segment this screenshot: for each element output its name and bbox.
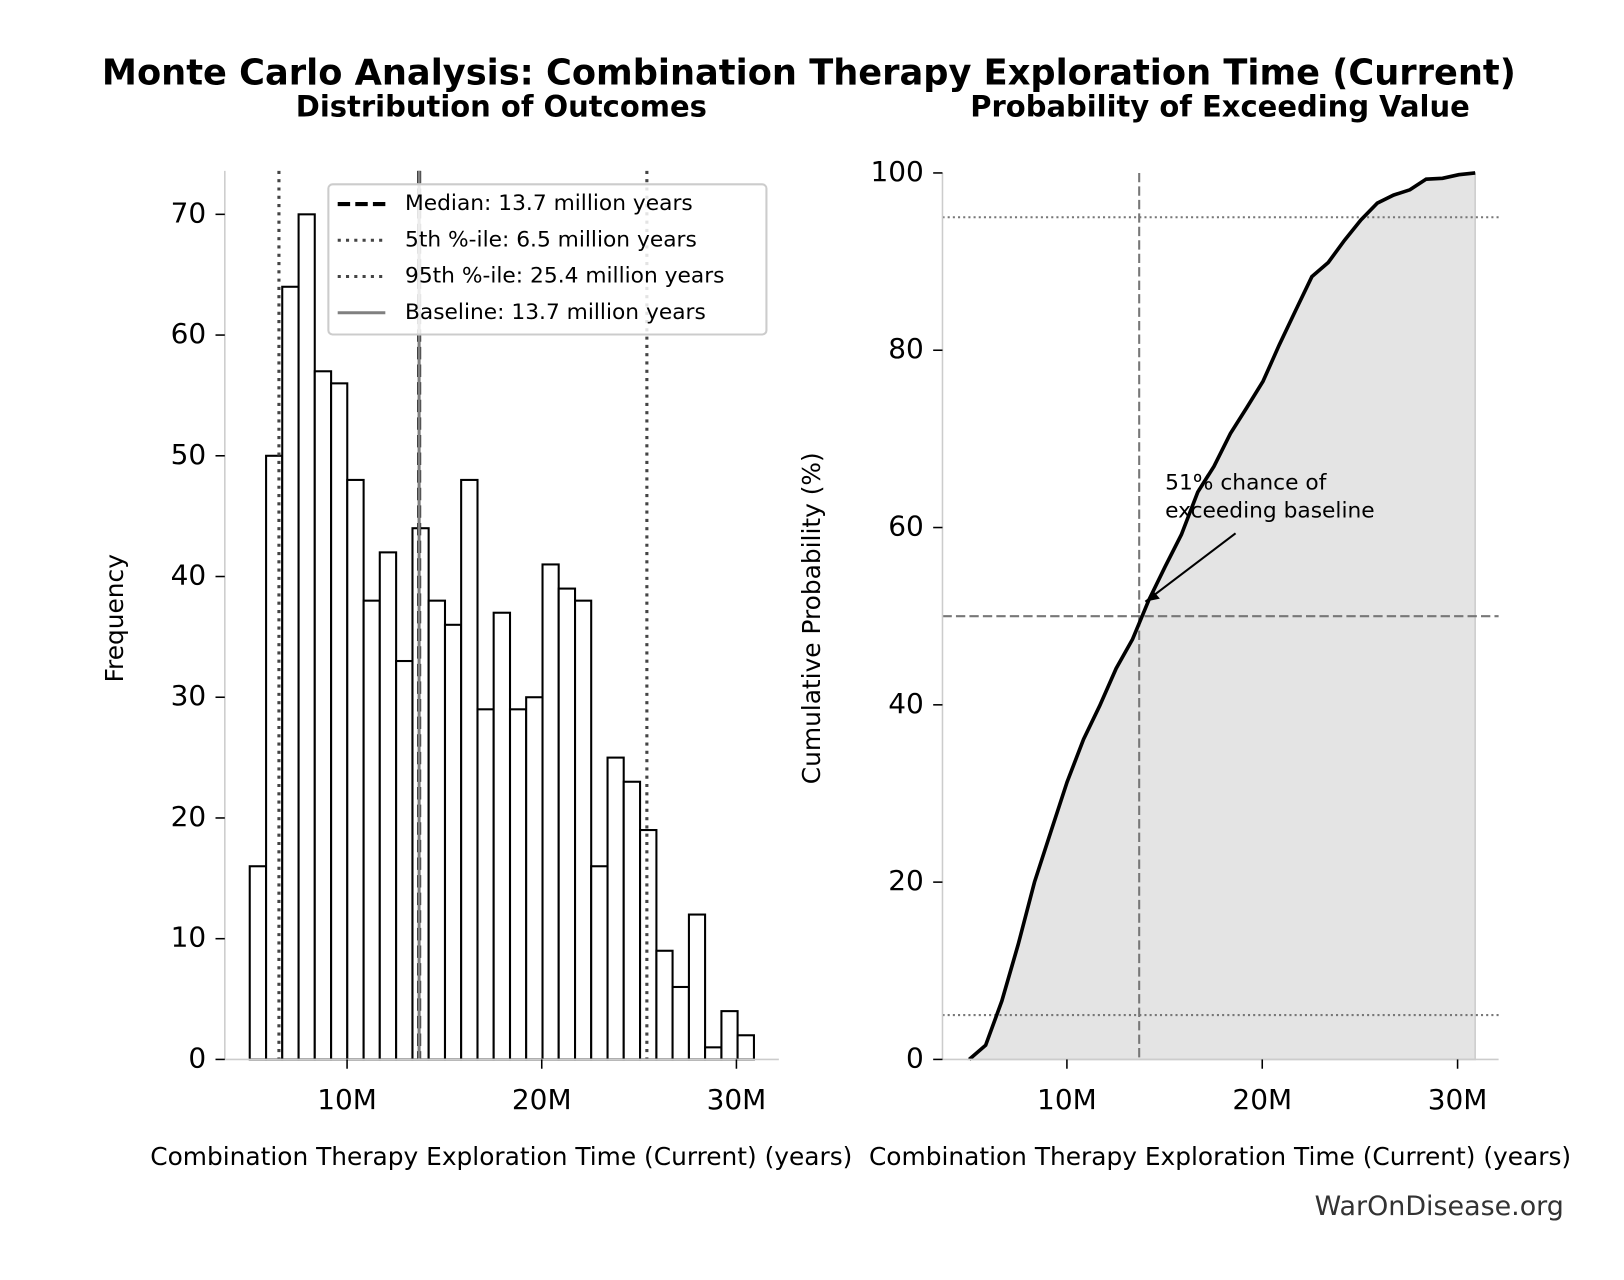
subplot-title: Distribution of Outcomes <box>296 90 707 124</box>
histogram-bar <box>687 913 707 1061</box>
y-axis-label: Cumulative Probability (%) <box>797 452 826 784</box>
figure-title: Monte Carlo Analysis: Combination Therap… <box>102 53 1516 94</box>
histogram-bar <box>541 563 560 1061</box>
y-tick-label: 0 <box>188 1041 206 1074</box>
y-tick-label: 0 <box>906 1041 924 1074</box>
arrow-head <box>1145 591 1160 602</box>
legend-box <box>327 183 768 336</box>
annotation-arrow <box>1144 532 1237 603</box>
histogram-bar <box>574 599 593 1061</box>
histogram-bar <box>443 623 463 1061</box>
x-tick-label: 10M <box>317 1083 377 1116</box>
x-tick-label: 20M <box>512 1083 572 1116</box>
legend-label: 95th %-ile: 25.4 million years <box>405 264 724 289</box>
y-tick-label: 50 <box>171 438 207 471</box>
histogram-bar <box>460 478 479 1061</box>
histogram-bar <box>492 611 512 1061</box>
histogram-bar <box>313 370 333 1061</box>
histogram-bar <box>525 696 544 1061</box>
y-tick-label: 80 <box>888 332 924 365</box>
y-tick-label: 40 <box>171 559 207 592</box>
y-tick-label: 70 <box>171 196 207 229</box>
y-tick-label: 20 <box>888 864 924 897</box>
histogram-bar <box>508 708 528 1061</box>
histogram-bar <box>622 780 642 1061</box>
y-tick-label: 10 <box>171 921 207 954</box>
annotation: 51% chance of <box>1165 471 1328 496</box>
y-tick-label: 100 <box>870 155 923 188</box>
histogram-bar <box>330 382 349 1061</box>
x-tick-label: 10M <box>1037 1083 1097 1116</box>
histogram-bar <box>736 1034 755 1061</box>
legend-label: Median: 13.7 million years <box>405 191 693 216</box>
histogram-bar <box>395 659 414 1061</box>
x-axis-label: Combination Therapy Exploration Time (Cu… <box>869 1142 1571 1171</box>
histogram-bar <box>476 708 495 1061</box>
y-tick-label: 30 <box>171 679 207 712</box>
x-axis-label: Combination Therapy Exploration Time (Cu… <box>150 1142 852 1171</box>
footer: WarOnDisease.org <box>1315 1191 1564 1222</box>
histogram-bar <box>346 478 365 1061</box>
legend: Median: 13.7 million years 5th %-ile: 6.5… <box>327 183 768 336</box>
y-tick-label: 60 <box>171 317 207 350</box>
subplot-title: Probability of Exceeding Value <box>970 90 1470 124</box>
histogram-bar <box>590 865 609 1061</box>
annotation: exceeding baseline <box>1165 499 1375 524</box>
x-tick-label: 20M <box>1232 1083 1292 1116</box>
histogram-bar <box>606 756 625 1061</box>
histogram-bar <box>281 285 300 1061</box>
histogram-bar <box>557 587 577 1061</box>
x-tick-label: 30M <box>1428 1083 1488 1116</box>
y-tick-label: 20 <box>171 800 207 833</box>
histogram-bar <box>720 1010 739 1061</box>
y-tick-label: 40 <box>888 687 924 720</box>
histogram-bar <box>297 213 316 1061</box>
histogram-bar <box>248 865 268 1061</box>
histogram-bar <box>427 599 447 1061</box>
legend-label: 5th %-ile: 6.5 million years <box>405 227 697 252</box>
histogram-bar <box>378 551 398 1061</box>
legend-label: Baseline: 13.7 million years <box>405 300 706 325</box>
histogram-bar <box>704 1046 723 1061</box>
histogram-bar <box>671 985 690 1061</box>
y-tick-label: 60 <box>888 510 924 543</box>
y-axis-label: Frequency <box>100 554 129 682</box>
x-tick-label: 30M <box>707 1083 767 1116</box>
histogram-bar <box>655 949 674 1061</box>
cdf-line <box>968 171 1476 1061</box>
histogram-bar <box>362 599 381 1061</box>
